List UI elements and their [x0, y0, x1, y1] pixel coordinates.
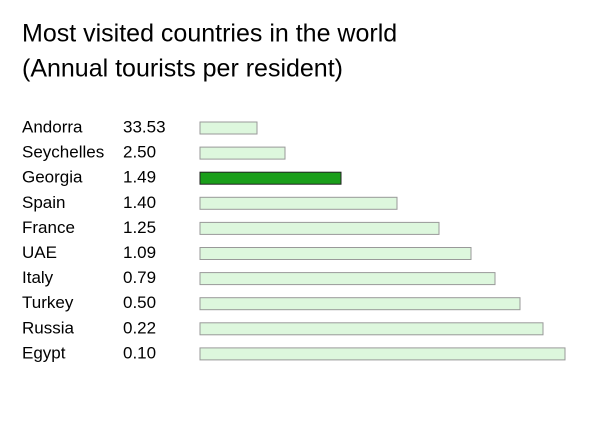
bar	[199, 196, 398, 210]
value-label: 0.50	[123, 293, 156, 312]
bar	[199, 121, 258, 135]
bar	[199, 272, 496, 286]
chart-subtitle: (Annual tourists per resident)	[22, 55, 343, 83]
value-label: 0.10	[123, 343, 156, 362]
value-label: 33.53	[123, 117, 166, 136]
bar	[199, 247, 472, 260]
bar	[199, 347, 566, 361]
value-label: 1.25	[123, 218, 156, 237]
value-label: 0.79	[123, 268, 156, 287]
category-label: Egypt	[22, 343, 66, 362]
bar	[199, 221, 440, 235]
category-label: Georgia	[22, 168, 83, 187]
category-label: Turkey	[22, 293, 74, 312]
value-label: 1.09	[123, 243, 156, 262]
value-label: 1.40	[123, 193, 156, 212]
category-label: France	[22, 218, 75, 237]
category-label: Russia	[22, 318, 75, 337]
bar	[199, 146, 286, 160]
category-label: Italy	[22, 268, 54, 287]
value-label: 1.49	[123, 168, 156, 187]
bar	[199, 297, 521, 311]
category-label: Spain	[22, 193, 65, 212]
bar	[199, 322, 544, 336]
category-label: Andorra	[22, 117, 83, 136]
category-label: UAE	[22, 243, 57, 262]
value-label: 2.50	[123, 143, 156, 162]
chart-title: Most visited countries in the world	[22, 20, 397, 48]
category-label: Seychelles	[22, 143, 104, 162]
bar	[199, 171, 342, 185]
value-label: 0.22	[123, 318, 156, 337]
